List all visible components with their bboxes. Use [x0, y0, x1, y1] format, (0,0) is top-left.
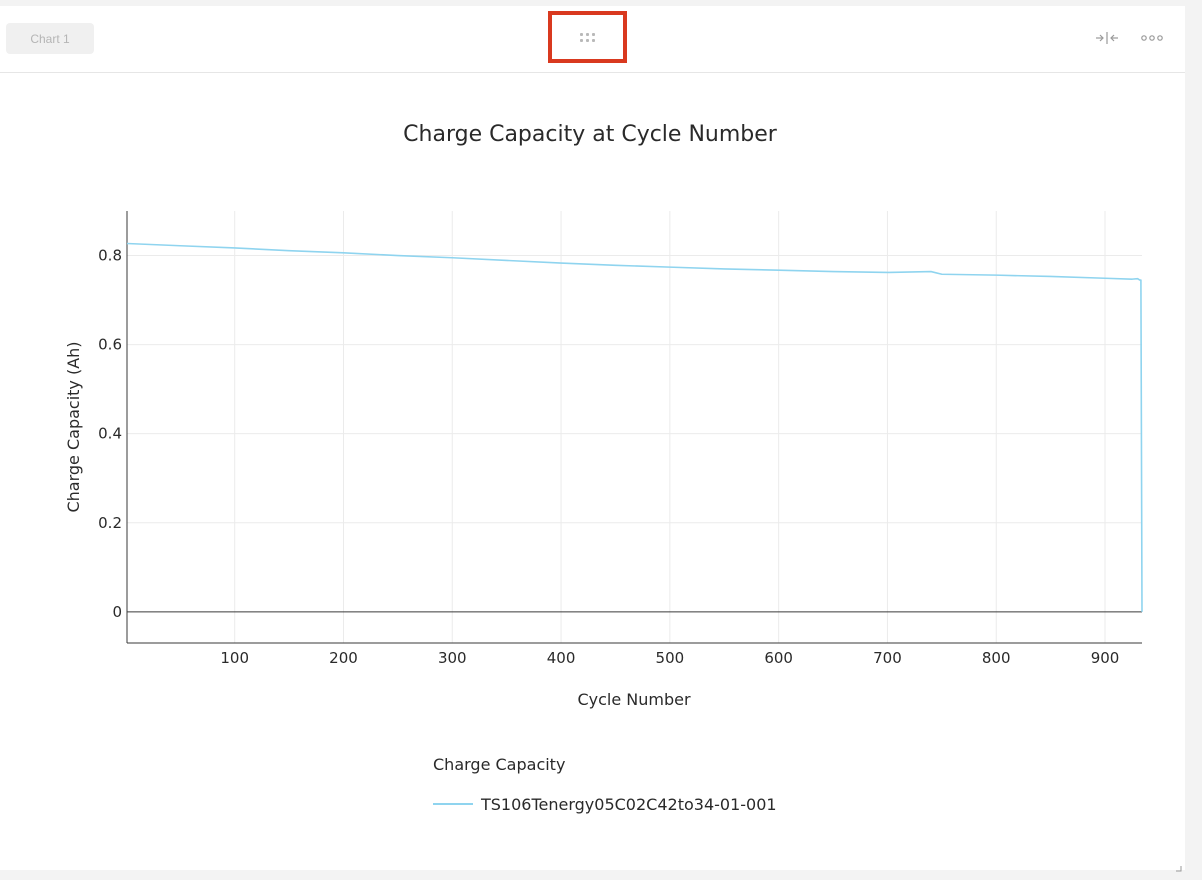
- y-axis-label: Charge Capacity (Ah): [64, 341, 83, 512]
- line-chart: Charge Capacity at Cycle Number 00.20.40…: [64, 122, 1143, 814]
- legend-title: Charge Capacity: [433, 755, 565, 774]
- chart-toolbar: Chart 1: [0, 6, 1185, 73]
- y-tick-label: 0.2: [98, 514, 122, 532]
- y-tick-label: 0: [112, 603, 122, 621]
- x-tick-label: 700: [873, 649, 902, 667]
- chart-card: Chart 1: [0, 6, 1185, 870]
- y-tick-label: 0.6: [98, 336, 122, 354]
- x-axis-label: Cycle Number: [577, 690, 691, 709]
- legend[interactable]: Charge Capacity TS106Tenergy05C02C42to34…: [433, 755, 777, 814]
- drag-handle-icon: [580, 32, 595, 42]
- chart-tab[interactable]: Chart 1: [6, 23, 94, 54]
- y-axis-ticks: 0 0.2 0.4 0.6 0.8: [98, 247, 122, 621]
- series-line[interactable]: [126, 242, 1143, 612]
- y-tick-label: 0.8: [98, 247, 122, 265]
- x-tick-label: 800: [982, 649, 1011, 667]
- x-tick-label: 600: [764, 649, 793, 667]
- chart-area: Charge Capacity at Cycle Number 0 0.2 0.4 0…: [64, 122, 1143, 814]
- more-options-button[interactable]: [1138, 26, 1166, 50]
- x-tick-label: 200: [329, 649, 358, 667]
- x-tick-label: 100: [220, 649, 249, 667]
- x-tick-label: 900: [1091, 649, 1120, 667]
- more-horizontal-icon: [1141, 35, 1163, 41]
- chart-title: Charge Capacity at Cycle Number: [403, 122, 778, 147]
- chart-grid: [127, 211, 1142, 643]
- y-tick-label: 0.4: [98, 425, 122, 443]
- legend-item-label[interactable]: TS106Tenergy05C02C42to34-01-001: [480, 795, 777, 814]
- x-axis-ticks: 100 200 300 400 500 600 700 800 900: [220, 649, 1119, 667]
- series-layer: [126, 242, 1143, 612]
- drag-handle-button[interactable]: [548, 11, 627, 63]
- collapse-arrows-icon: [1096, 32, 1118, 44]
- collapse-button[interactable]: [1092, 26, 1122, 50]
- x-tick-label: 400: [547, 649, 576, 667]
- chart-axes: [126, 211, 1142, 644]
- x-tick-label: 300: [438, 649, 467, 667]
- resize-grip-icon[interactable]: [1176, 866, 1182, 872]
- x-tick-label: 500: [656, 649, 685, 667]
